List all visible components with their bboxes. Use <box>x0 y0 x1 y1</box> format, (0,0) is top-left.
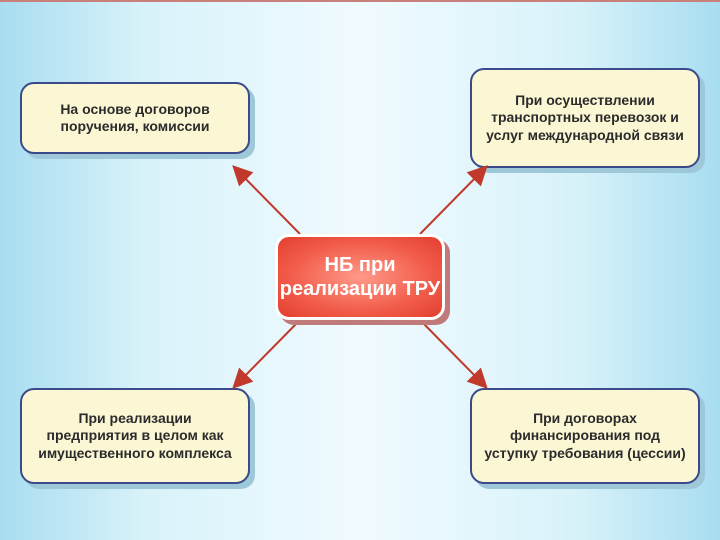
center-label: НБ при реализации ТРУ <box>278 253 442 301</box>
node-label: При осуществлении транспортных перевозок… <box>482 92 688 145</box>
node-bottom-left: При реализации предприятия в целом как и… <box>20 388 250 484</box>
node-top-right: При осуществлении транспортных перевозок… <box>470 68 700 168</box>
node-label: На основе договоров поручения, комиссии <box>32 101 238 136</box>
node-top-left: На основе договоров поручения, комиссии <box>20 82 250 154</box>
node-label: При договорах финансирования под уступку… <box>482 410 688 463</box>
center-node: НБ при реализации ТРУ <box>275 234 445 320</box>
node-label: При реализации предприятия в целом как и… <box>32 410 238 463</box>
node-bottom-right: При договорах финансирования под уступку… <box>470 388 700 484</box>
